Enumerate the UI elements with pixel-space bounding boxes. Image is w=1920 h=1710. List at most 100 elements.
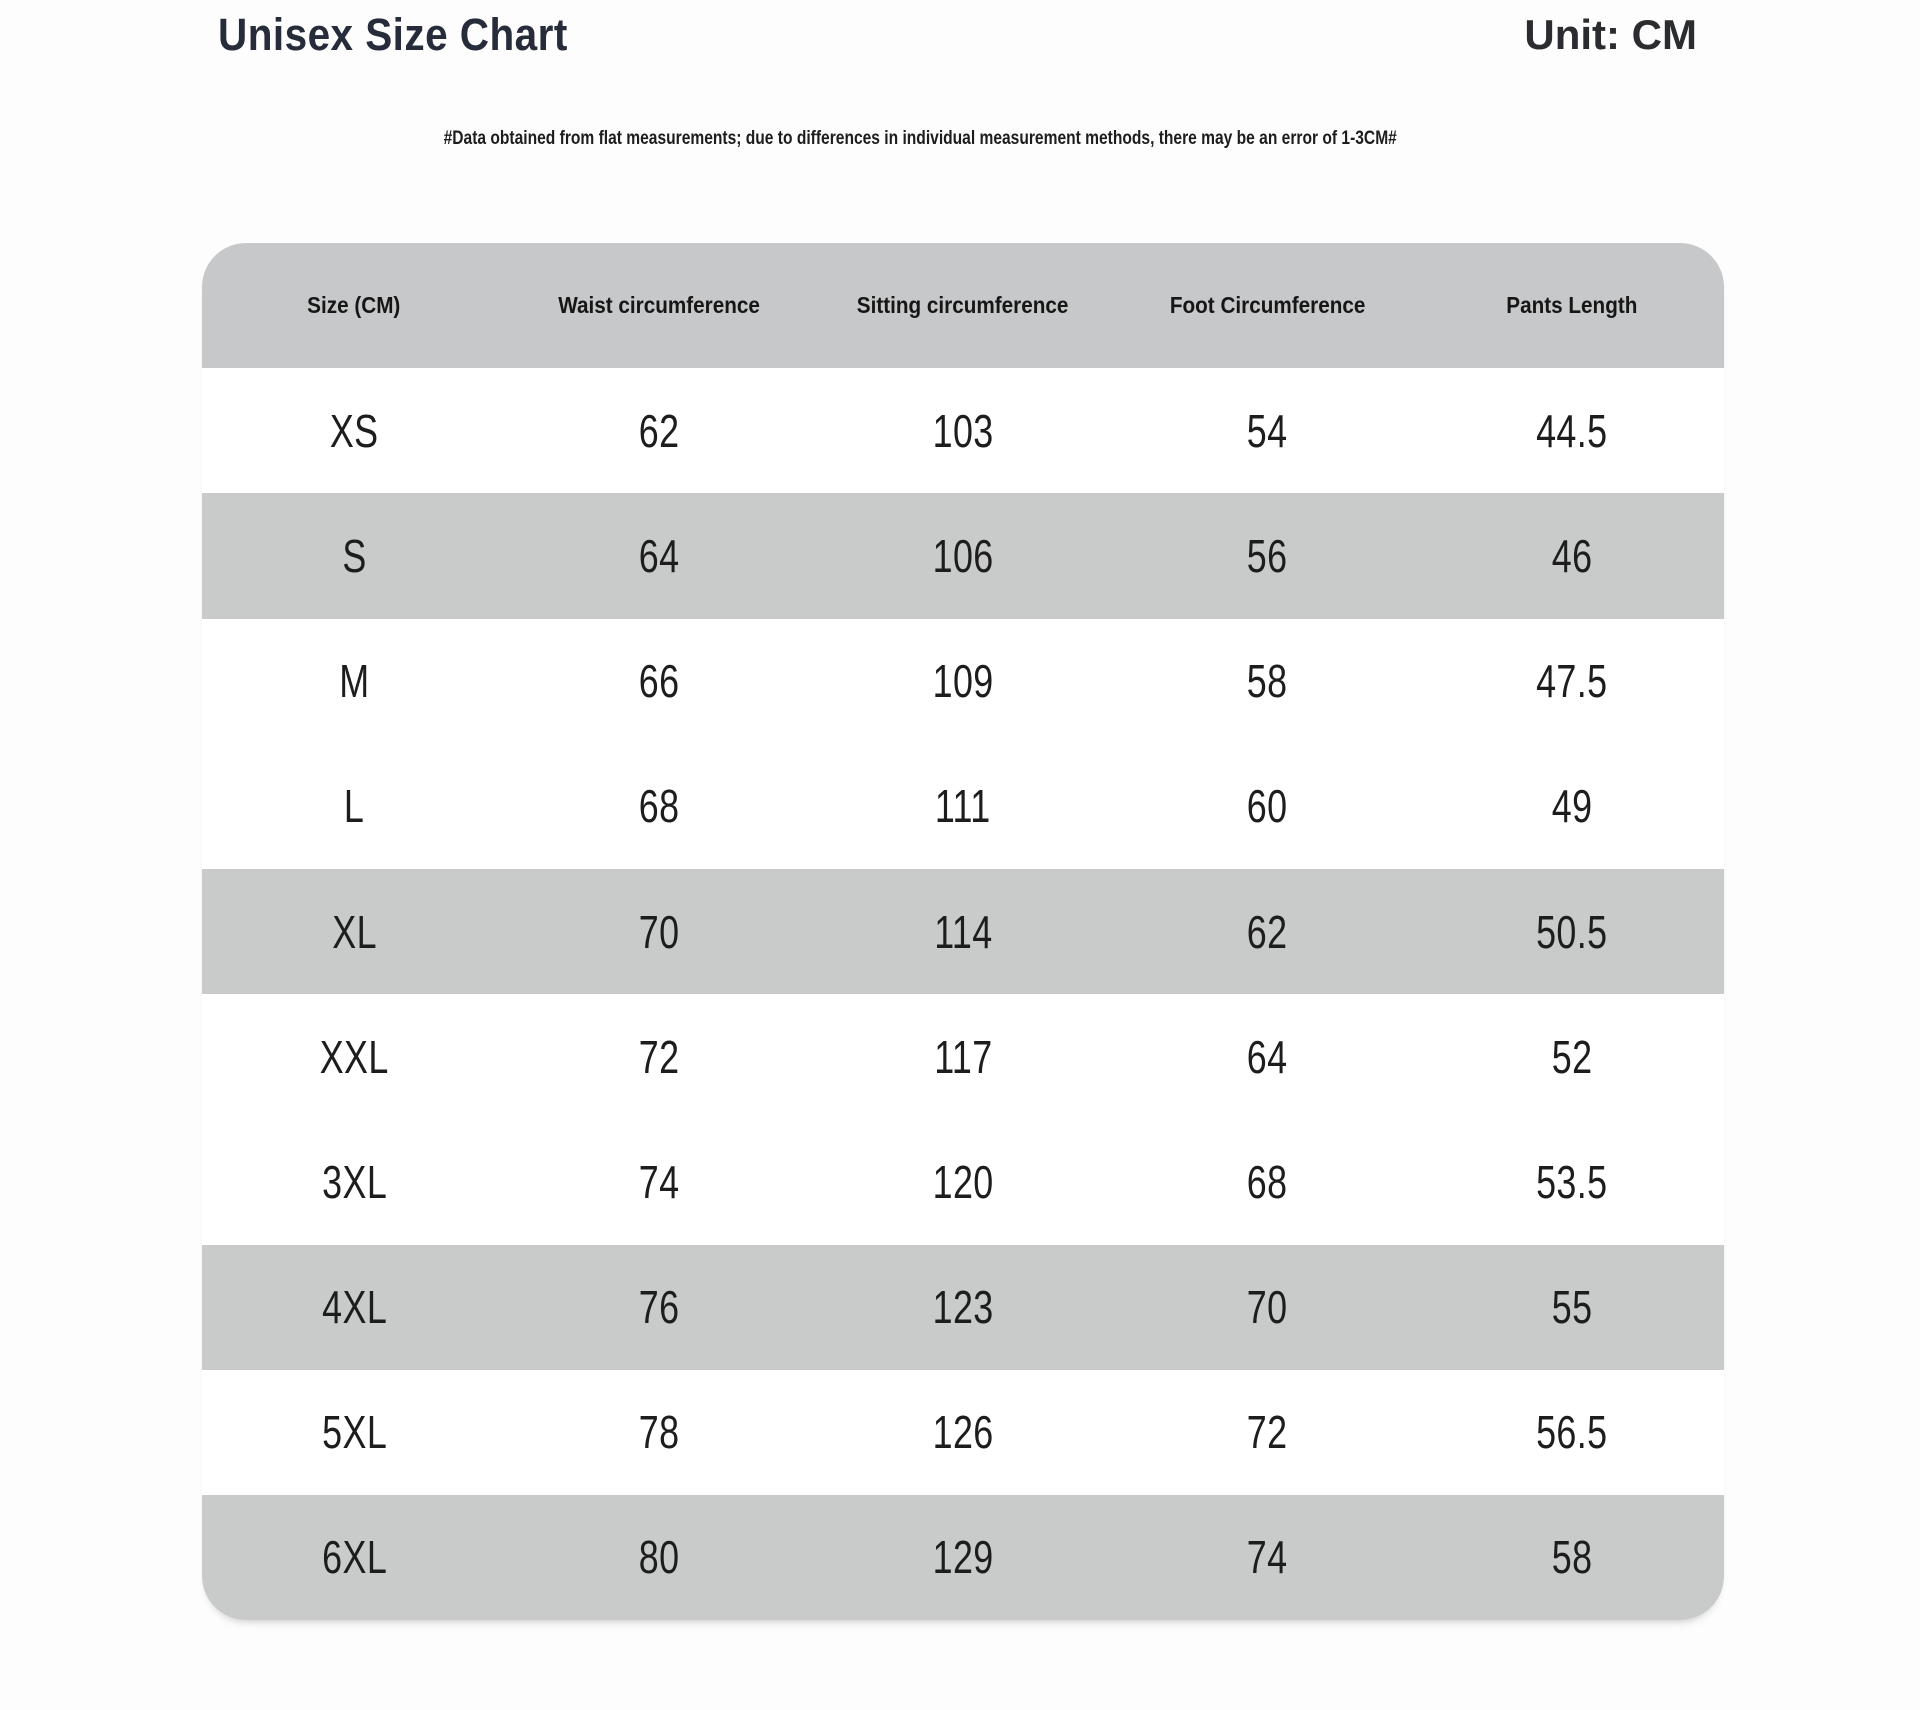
value-cell-label: 106 [932,529,994,582]
size-cell: XS [202,404,506,458]
value-cell-label: 64 [638,529,679,582]
size-cell-label: M [339,655,370,708]
value-cell-label: 114 [933,905,993,958]
value-cell: 56.5 [1420,1405,1724,1459]
value-cell-label: 49 [1551,780,1593,833]
size-cell: XXL [202,1030,506,1084]
value-cell: 106 [811,529,1115,583]
value-cell-label: 123 [932,1281,994,1334]
value-cell-label: 56.5 [1536,1406,1608,1459]
value-cell-label: 46 [1551,529,1593,582]
header-cell: Sitting circumference [811,292,1115,319]
value-cell-label: 56 [1247,529,1288,582]
value-cell: 117 [811,1030,1115,1084]
value-cell: 50.5 [1420,905,1724,959]
value-cell-label: 109 [932,655,994,708]
header-cell: Waist circumference [506,292,810,319]
value-cell: 74 [506,1155,810,1209]
value-cell: 78 [506,1405,810,1459]
value-cell: 64 [1115,1030,1419,1084]
disclaimer-text: #Data obtained from flat measurements; d… [443,128,1397,149]
header-cell: Size (CM) [202,292,506,319]
header-cell: Pants Length [1420,292,1724,319]
value-cell: 103 [811,404,1115,458]
value-cell: 76 [506,1280,810,1334]
value-cell-label: 66 [638,655,679,708]
value-cell: 70 [506,905,810,959]
value-cell: 55 [1420,1280,1724,1334]
page-title: Unisex Size Chart [218,9,568,60]
value-cell: 70 [1115,1280,1419,1334]
size-cell: XL [202,905,506,959]
value-cell: 49 [1420,779,1724,833]
value-cell: 44.5 [1420,404,1724,458]
value-cell: 126 [811,1405,1115,1459]
value-cell-label: 120 [932,1155,994,1208]
value-cell-label: 68 [638,780,679,833]
value-cell-label: 74 [1247,1531,1288,1584]
value-cell: 60 [1115,779,1419,833]
value-cell-label: 103 [932,404,994,457]
value-cell: 80 [506,1530,810,1584]
size-cell-label: 5XL [321,1406,387,1459]
size-cell: S [202,529,506,583]
header-cell: Foot Circumference [1115,292,1419,319]
value-cell-label: 126 [932,1406,994,1459]
size-cell-label: L [344,780,365,833]
value-cell-label: 111 [935,780,991,833]
size-cell-label: XXL [319,1030,389,1083]
size-cell-label: S [342,529,367,582]
table-row: XXL 72 117 64 52 [202,994,1724,1120]
table-row: XS 62 103 54 44.5 [202,368,1724,494]
value-cell: 111 [811,779,1115,833]
size-cell: 3XL [202,1155,506,1209]
header-cell-label: Pants Length [1506,292,1638,319]
value-cell-label: 58 [1551,1531,1593,1584]
value-cell-label: 76 [638,1281,679,1334]
size-cell-label: 4XL [321,1281,387,1334]
value-cell-label: 53.5 [1536,1155,1608,1208]
size-cell-label: 6XL [321,1531,387,1584]
value-cell-label: 70 [638,905,679,958]
value-cell: 72 [1115,1405,1419,1459]
value-cell: 123 [811,1280,1115,1334]
size-cell: 6XL [202,1530,506,1584]
table-row: S 64 106 56 46 [202,493,1724,619]
value-cell: 46 [1420,529,1724,583]
table-row: L 68 111 60 49 [202,743,1724,869]
value-cell-label: 50.5 [1536,905,1608,958]
value-cell-label: 55 [1551,1281,1593,1334]
value-cell: 58 [1420,1530,1724,1584]
value-cell-label: 52 [1551,1030,1593,1083]
table-row: 4XL 76 123 70 55 [202,1244,1724,1370]
table-header-row: Size (CM) Waist circumference Sitting circ… [202,243,1724,369]
size-cell-label: 3XL [321,1155,387,1208]
table-row: 6XL 80 129 74 58 [202,1494,1724,1620]
header-cell-label: Waist circumference [557,292,760,319]
value-cell-label: 80 [638,1531,679,1584]
table-row: 3XL 74 120 68 53.5 [202,1119,1724,1245]
table-row: XL 70 114 62 50.5 [202,868,1724,995]
value-cell: 66 [506,654,810,708]
value-cell: 129 [811,1530,1115,1584]
size-chart-table: Size (CM) Waist circumference Sitting circ… [202,243,1724,1620]
value-cell-label: 72 [638,1030,679,1083]
value-cell: 58 [1115,654,1419,708]
value-cell-label: 54 [1247,404,1288,457]
value-cell-label: 62 [638,404,679,457]
value-cell: 62 [506,404,810,458]
value-cell-label: 44.5 [1536,404,1608,457]
value-cell-label: 64 [1247,1030,1288,1083]
table-row: M 66 109 58 47.5 [202,618,1724,744]
header-cell-label: Sitting circumference [857,292,1069,319]
size-cell: 5XL [202,1405,506,1459]
value-cell: 53.5 [1420,1155,1724,1209]
value-cell-label: 62 [1247,905,1288,958]
unit-label: Unit: CM [1524,11,1697,58]
value-cell-label: 60 [1247,780,1288,833]
value-cell: 64 [506,529,810,583]
value-cell: 72 [506,1030,810,1084]
value-cell: 68 [1115,1155,1419,1209]
header-cell-label: Foot Circumference [1169,292,1366,319]
value-cell-label: 129 [932,1531,994,1584]
